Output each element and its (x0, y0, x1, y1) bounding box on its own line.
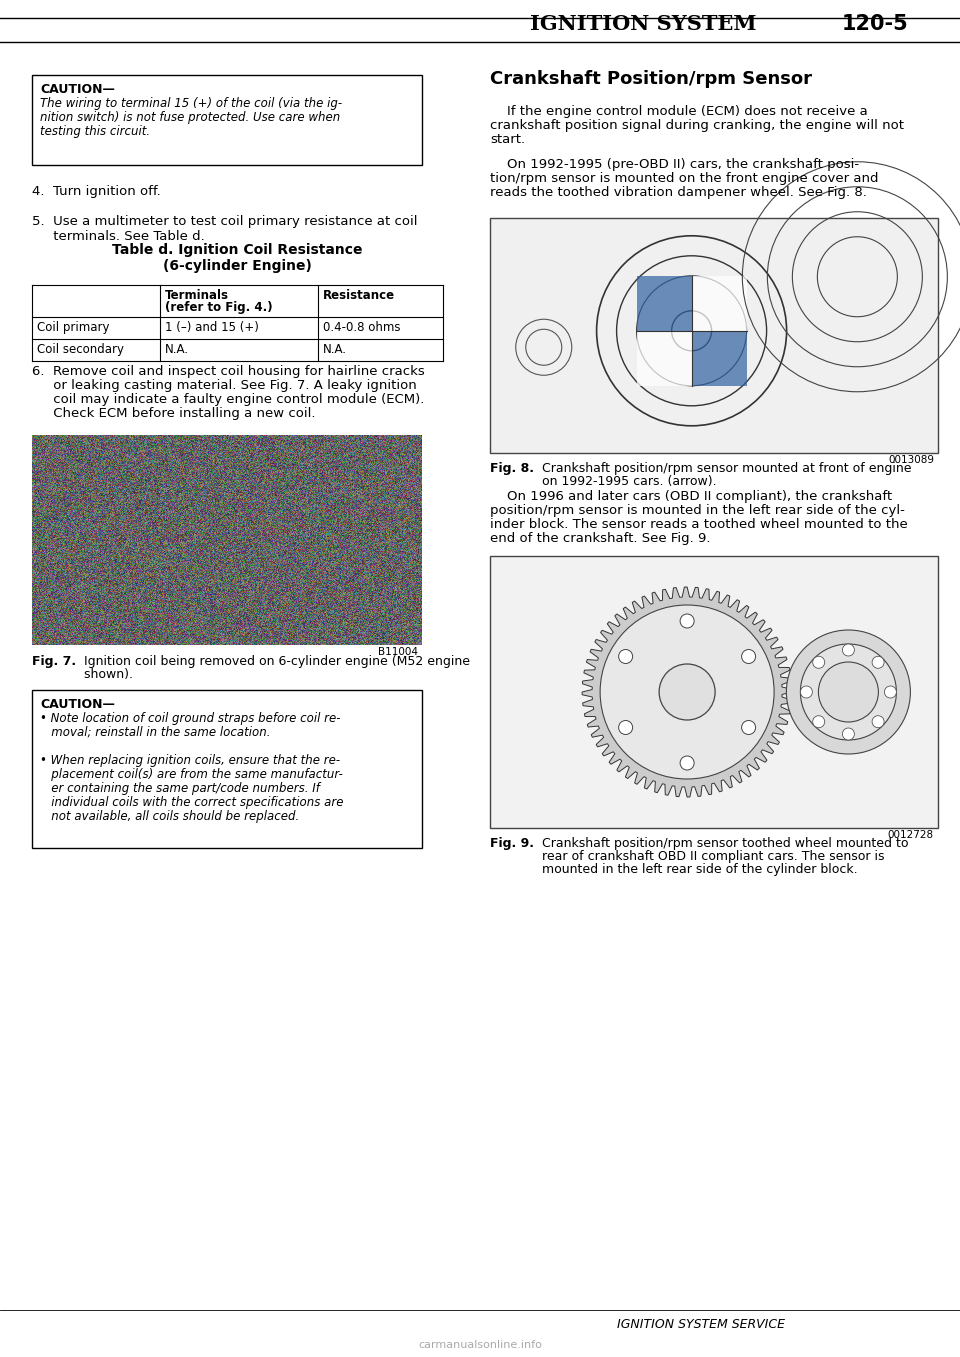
Polygon shape (636, 331, 691, 385)
Text: 0012728: 0012728 (888, 830, 934, 840)
Text: IGNITION SYSTEM SERVICE: IGNITION SYSTEM SERVICE (616, 1318, 784, 1331)
Circle shape (742, 721, 756, 734)
Text: Fig. 8.: Fig. 8. (490, 461, 534, 475)
Text: Check ECM before installing a new coil.: Check ECM before installing a new coil. (32, 407, 316, 421)
FancyBboxPatch shape (490, 556, 938, 828)
Polygon shape (582, 588, 792, 797)
Text: position/rpm sensor is mounted in the left rear side of the cyl-: position/rpm sensor is mounted in the le… (490, 503, 905, 517)
Text: individual coils with the correct specifications are: individual coils with the correct specif… (40, 797, 344, 809)
Circle shape (786, 630, 910, 754)
Text: Fig. 9.: Fig. 9. (490, 837, 534, 849)
Circle shape (843, 727, 854, 740)
Text: Crankshaft position/rpm sensor mounted at front of engine: Crankshaft position/rpm sensor mounted a… (534, 461, 911, 475)
Text: On 1996 and later cars (OBD II compliant), the crankshaft: On 1996 and later cars (OBD II compliant… (490, 490, 892, 503)
Circle shape (813, 715, 825, 727)
Circle shape (618, 721, 633, 734)
Circle shape (884, 687, 897, 697)
Circle shape (872, 657, 884, 668)
Text: nition switch) is not fuse protected. Use care when: nition switch) is not fuse protected. Us… (40, 111, 340, 123)
Text: not available, all coils should be replaced.: not available, all coils should be repla… (40, 810, 300, 822)
Text: Ignition coil being removed on 6-cylinder engine (M52 engine: Ignition coil being removed on 6-cylinde… (76, 655, 470, 668)
Text: reads the toothed vibration dampener wheel. See Fig. 8.: reads the toothed vibration dampener whe… (490, 186, 867, 199)
Text: CAUTION—: CAUTION— (40, 697, 115, 711)
FancyBboxPatch shape (32, 436, 422, 645)
Text: Resistance: Resistance (323, 289, 396, 303)
Text: • Note location of coil ground straps before coil re-: • Note location of coil ground straps be… (40, 712, 341, 725)
Text: CAUTION—: CAUTION— (40, 83, 115, 96)
Text: N.A.: N.A. (323, 343, 347, 356)
Text: on 1992-1995 cars. (arrow).: on 1992-1995 cars. (arrow). (534, 475, 716, 489)
Circle shape (600, 605, 774, 779)
Text: terminals. See ​Table d.: terminals. See ​Table d. (32, 229, 204, 243)
Text: or leaking casting material. See Fig. 7. A leaky ignition: or leaking casting material. See Fig. 7.… (32, 379, 417, 392)
Text: 4.  Turn ignition off.: 4. Turn ignition off. (32, 185, 160, 198)
Text: Coil primary: Coil primary (37, 322, 109, 334)
Text: Terminals: Terminals (165, 289, 229, 303)
Text: inder block. The sensor reads a toothed wheel mounted to the: inder block. The sensor reads a toothed … (490, 518, 908, 531)
Text: B11004: B11004 (378, 647, 418, 657)
Circle shape (801, 687, 812, 697)
Text: placement coil(s) are from the same manufactur-: placement coil(s) are from the same manu… (40, 768, 343, 782)
Circle shape (813, 657, 825, 668)
Circle shape (660, 664, 715, 721)
Text: N.A.: N.A. (165, 343, 189, 356)
Polygon shape (691, 331, 747, 385)
Text: Crankshaft position/rpm sensor toothed wheel mounted to: Crankshaft position/rpm sensor toothed w… (534, 837, 908, 849)
Text: (refer to Fig. 4.): (refer to Fig. 4.) (165, 301, 273, 313)
Circle shape (680, 756, 694, 769)
Text: Table d. Ignition Coil Resistance: Table d. Ignition Coil Resistance (112, 243, 363, 256)
Text: IGNITION SYSTEM: IGNITION SYSTEM (530, 14, 756, 34)
Text: er containing the same part/code numbers. If: er containing the same part/code numbers… (40, 782, 320, 795)
Text: carmanualsonline.info: carmanualsonline.info (418, 1339, 542, 1350)
Text: start.: start. (490, 133, 525, 147)
Text: testing this circuit.: testing this circuit. (40, 125, 150, 138)
Circle shape (742, 650, 756, 664)
Text: coil may indicate a faulty engine control module (ECM).: coil may indicate a faulty engine contro… (32, 394, 424, 406)
Circle shape (801, 645, 897, 740)
Circle shape (843, 645, 854, 655)
Text: Coil secondary: Coil secondary (37, 343, 124, 356)
Text: 6.  Remove coil and inspect coil housing for hairline cracks: 6. Remove coil and inspect coil housing … (32, 365, 424, 379)
Text: The wiring to terminal 15 (+) of the coil (via the ig-: The wiring to terminal 15 (+) of the coi… (40, 96, 342, 110)
Text: rear of crankshaft OBD II compliant cars. The sensor is: rear of crankshaft OBD II compliant cars… (534, 849, 884, 863)
Circle shape (680, 613, 694, 628)
Text: shown).: shown). (76, 668, 133, 681)
Text: moval; reinstall in the same location.: moval; reinstall in the same location. (40, 726, 271, 740)
FancyBboxPatch shape (32, 689, 422, 848)
Polygon shape (691, 275, 747, 331)
Text: Crankshaft Position/rpm Sensor: Crankshaft Position/rpm Sensor (490, 71, 812, 88)
Circle shape (618, 650, 633, 664)
Text: 0013089: 0013089 (888, 455, 934, 465)
Circle shape (872, 715, 884, 727)
FancyBboxPatch shape (490, 218, 938, 453)
Text: 0.4-0.8 ohms: 0.4-0.8 ohms (323, 322, 400, 334)
Text: 1 (–) and 15 (+): 1 (–) and 15 (+) (165, 322, 259, 334)
Text: end of the crankshaft. See Fig. 9.: end of the crankshaft. See Fig. 9. (490, 532, 710, 546)
Text: crankshaft position signal during cranking, the engine will not: crankshaft position signal during cranki… (490, 119, 904, 132)
Text: On 1992-1995 (pre-OBD II) cars, the crankshaft posi-: On 1992-1995 (pre-OBD II) cars, the cran… (490, 157, 859, 171)
Polygon shape (636, 275, 691, 331)
Text: If the engine control module (ECM) does not receive a: If the engine control module (ECM) does … (490, 104, 868, 118)
Text: (6-cylinder Engine): (6-cylinder Engine) (163, 259, 312, 273)
Text: mounted in the left rear side of the cylinder block.: mounted in the left rear side of the cyl… (534, 863, 857, 877)
Text: • When replacing ignition coils, ensure that the re-: • When replacing ignition coils, ensure … (40, 754, 340, 767)
Text: tion/rpm sensor is mounted on the front engine cover and: tion/rpm sensor is mounted on the front … (490, 172, 878, 185)
Text: 5.  Use a multimeter to test coil primary resistance at coil: 5. Use a multimeter to test coil primary… (32, 214, 418, 228)
Text: 120-5: 120-5 (842, 14, 908, 34)
Text: Fig. 7.: Fig. 7. (32, 655, 76, 668)
Circle shape (818, 662, 878, 722)
FancyBboxPatch shape (32, 75, 422, 166)
